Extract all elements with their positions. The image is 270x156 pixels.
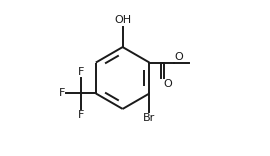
Text: F: F [78, 67, 84, 77]
Text: O: O [163, 79, 172, 89]
Text: F: F [59, 88, 65, 98]
Text: OH: OH [114, 15, 131, 25]
Text: F: F [78, 110, 84, 120]
Text: O: O [174, 52, 183, 62]
Text: methyl: methyl [189, 61, 194, 62]
Text: Br: Br [143, 113, 156, 123]
